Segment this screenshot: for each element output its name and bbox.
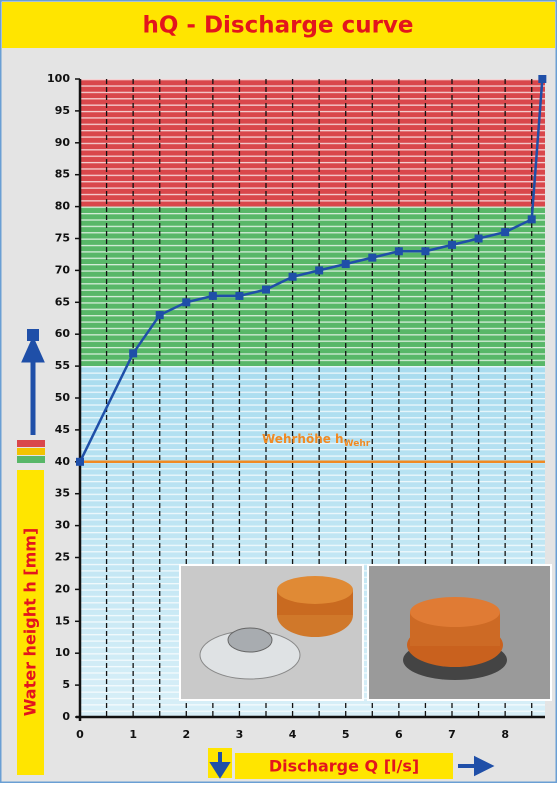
data-point (474, 234, 483, 243)
data-point (155, 311, 164, 320)
y-axis-label: Water height h [mm] (21, 528, 40, 717)
x-tick-label: 7 (448, 728, 456, 741)
x-tick-label: 4 (289, 728, 297, 741)
data-point (235, 291, 244, 300)
y-tick-label: 0 (62, 710, 70, 723)
data-point (421, 247, 430, 256)
x-tick-label: 3 (236, 728, 244, 741)
chart-title: hQ - Discharge curve (142, 13, 413, 39)
arrow-marker (27, 329, 39, 341)
reference-label-main: Wehrhöhe h (262, 431, 344, 445)
y-tick-label: 10 (55, 646, 71, 659)
y-tick-label: 85 (55, 168, 70, 181)
x-label-box (235, 753, 453, 779)
y-tick-label: 80 (55, 200, 71, 213)
data-point (448, 240, 456, 249)
x-tick-label: 2 (182, 728, 190, 741)
data-point (538, 75, 547, 83)
y-tick-label: 5 (62, 678, 70, 691)
arrow (21, 335, 45, 435)
y-tick-label: 35 (55, 487, 70, 500)
y-tick-label: 30 (55, 519, 71, 532)
x-tick-label: 0 (76, 728, 84, 741)
title-bar (2, 2, 555, 48)
data-point (288, 272, 297, 281)
x-tick-label: 5 (342, 728, 350, 741)
data-point (527, 215, 536, 224)
x-tick-label: 1 (129, 728, 137, 741)
data-point (341, 260, 350, 269)
legend-swatch (17, 440, 45, 447)
x-axis-label: Discharge Q [l/s] (269, 757, 419, 776)
y-tick-label: 45 (55, 423, 70, 436)
data-point (501, 228, 510, 237)
data-point (182, 298, 191, 307)
y-tick-label: 95 (55, 104, 70, 117)
y-tick-label: 90 (55, 136, 71, 149)
data-point (262, 285, 270, 294)
arrow (209, 752, 231, 779)
y-tick-label: 70 (55, 263, 71, 276)
data-point (368, 253, 377, 262)
y-tick-label: 75 (55, 232, 70, 245)
y-tick-label: 40 (55, 455, 71, 468)
y-tick-label: 50 (55, 391, 71, 404)
photos (179, 564, 552, 701)
data-point (129, 349, 138, 358)
reference-label-sub: Wehr (344, 438, 371, 448)
data-point (394, 247, 403, 256)
y-tick-label: 55 (55, 359, 70, 372)
y-tick-label: 15 (55, 614, 70, 627)
y-tick-label: 20 (55, 582, 71, 595)
data-point (76, 457, 84, 466)
x-tick-label: 6 (395, 728, 403, 741)
data-line (78, 78, 544, 463)
x-tick-label: 8 (501, 728, 509, 741)
y-tick-label: 60 (55, 327, 71, 340)
legend-swatch (17, 448, 45, 455)
arrow (458, 755, 495, 777)
data-point (208, 291, 217, 300)
y-tick-label: 25 (55, 551, 70, 564)
y-tick-label: 65 (55, 295, 70, 308)
reference-label: Wehrhöhe hWehr (262, 431, 371, 448)
y-label-box (17, 470, 44, 775)
y-tick-label: 100 (47, 72, 70, 85)
data-point (315, 266, 324, 275)
legend-swatch (17, 456, 45, 463)
